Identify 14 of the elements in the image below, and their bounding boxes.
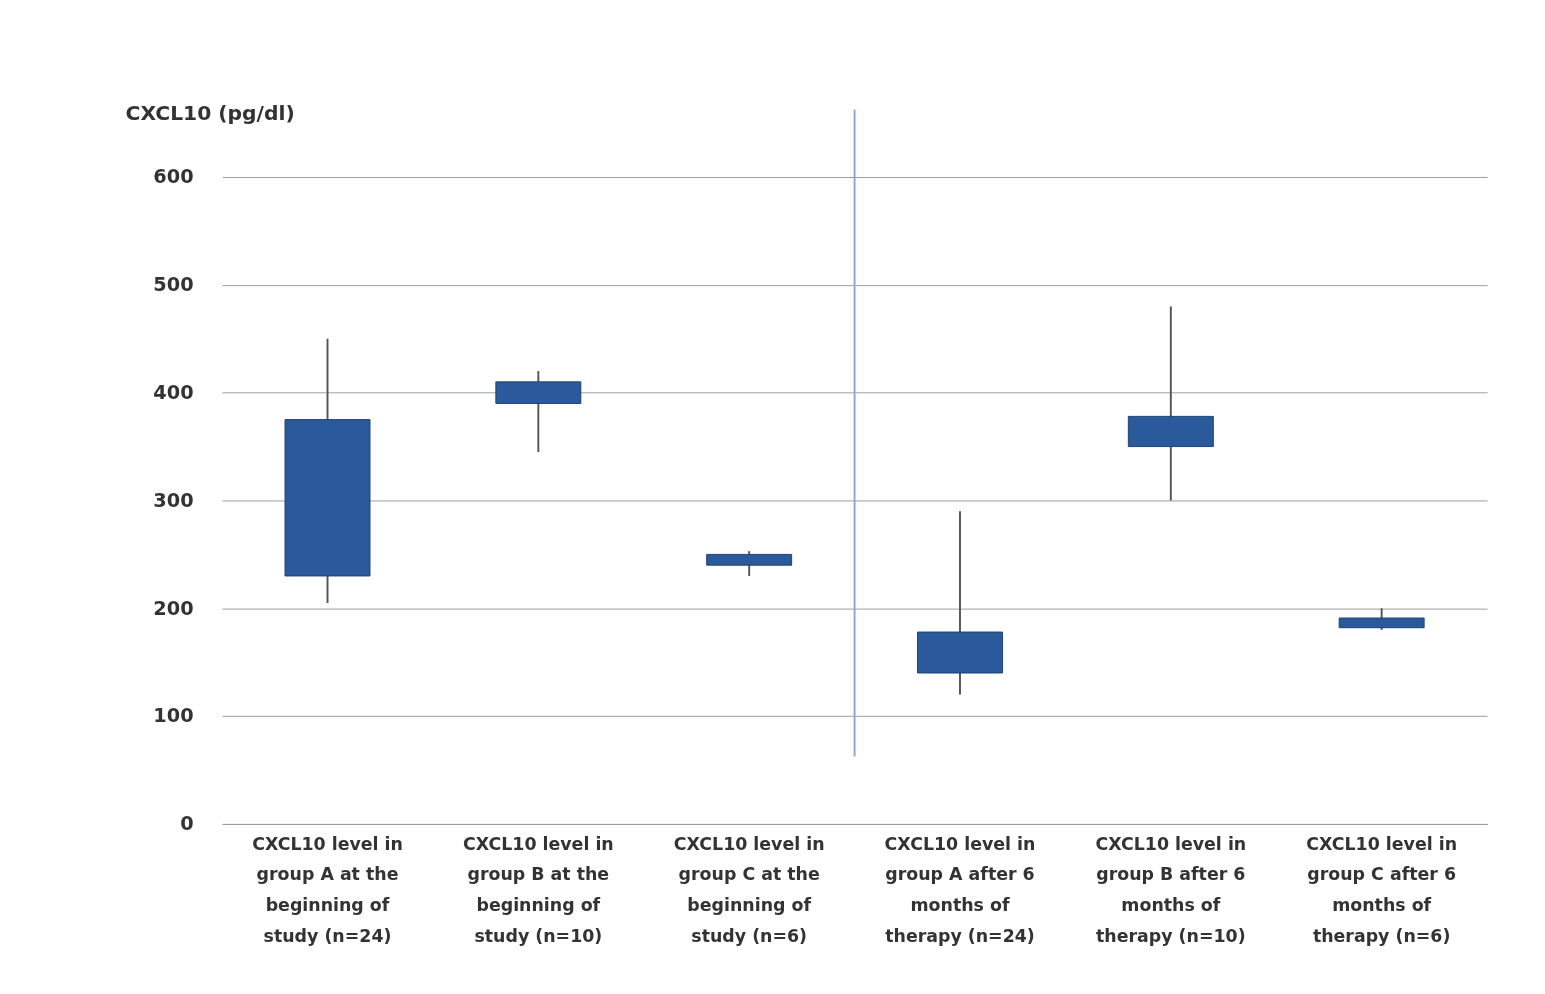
- x-tick-label: CXCL10 level in group C at the beginning of study (n=6): [673, 833, 825, 947]
- y-tick-label: 0: [180, 812, 194, 836]
- y-tick-label: 200: [153, 596, 194, 620]
- x-tick-label: CXCL10 level in group B at the beginning of study (n=10): [462, 833, 614, 947]
- x-tick-label: CXCL10 level in group B after 6 months of therapy (n=10): [1095, 833, 1247, 947]
- x-tick-label: CXCL10 level in group A at the beginning of study (n=24): [252, 833, 403, 947]
- y-tick-label: 300: [153, 488, 194, 512]
- x-tick-label: CXCL10 level in group A after 6 months of therapy (n=24): [884, 833, 1036, 947]
- x-tick-label: CXCL10 level in group C after 6 months of therapy (n=6): [1306, 833, 1458, 947]
- y-tick-label: 100: [153, 704, 194, 728]
- y-tick-label: 500: [153, 273, 194, 297]
- y-tick-label: 600: [153, 165, 194, 189]
- y-axis-title: CXCL10 (pg/dl): [125, 101, 295, 126]
- y-tick-label: 400: [153, 380, 194, 404]
